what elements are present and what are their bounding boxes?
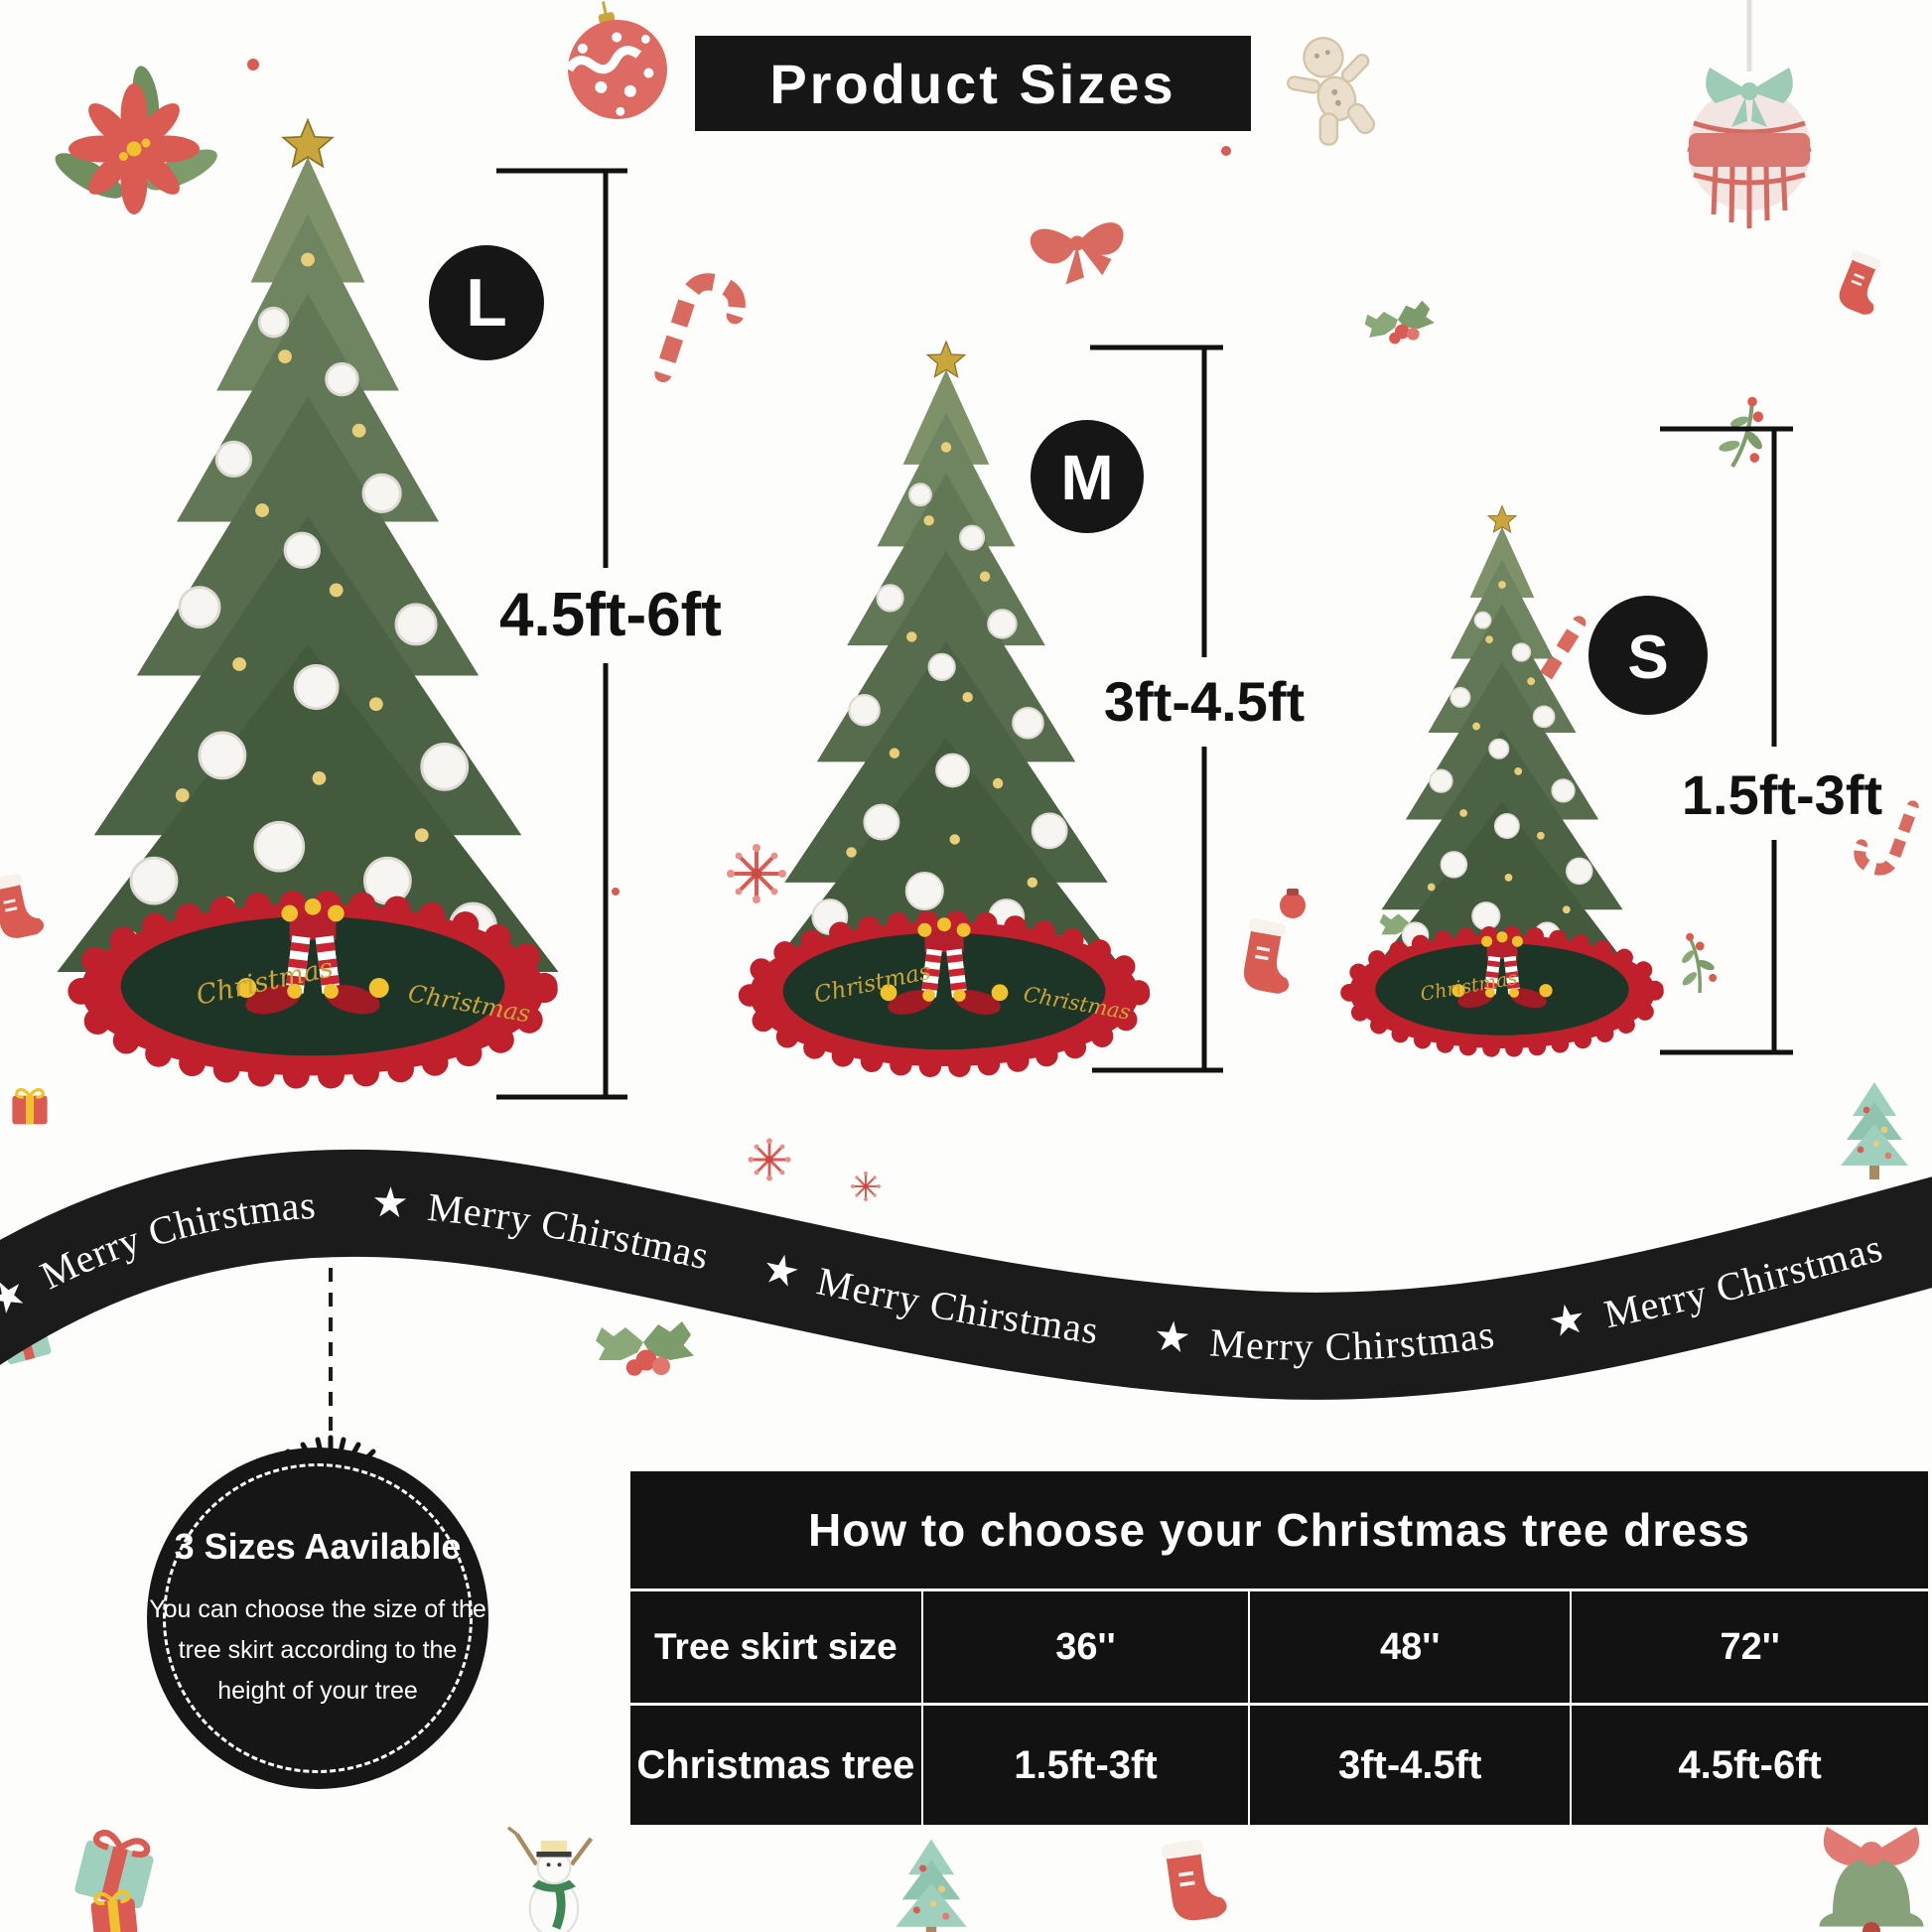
table-row-header: Christmas tree [630, 1703, 921, 1825]
snowflake-icon [746, 1136, 793, 1183]
badge-large-label: L [466, 265, 507, 341]
size-badges: L M S [429, 245, 1708, 715]
info-badge-dashed-border [163, 1463, 473, 1773]
svg-text:★: ★ [1152, 1313, 1193, 1362]
info-badge: 3 Sizes Aavilable You can choose the siz… [147, 1448, 488, 1789]
svg-text:★: ★ [370, 1180, 410, 1228]
size-table: How to choose your Christmas tree dress … [630, 1471, 1928, 1825]
badge-large-circle [429, 245, 544, 360]
table-cell: 48'' [1248, 1591, 1570, 1703]
size-table-grid: Tree skirt size 36'' 48'' 72'' Christmas… [630, 1588, 1928, 1825]
ribbon-star-icon: ★ [370, 1180, 410, 1228]
red-dot-icon [247, 59, 259, 70]
title-banner: Product Sizes [695, 36, 1251, 131]
table-cell: 36'' [920, 1591, 1248, 1703]
table-cell: 3ft-4.5ft [1248, 1703, 1571, 1825]
size-range-labels: 4.5ft-6ft 3ft-4.5ft 1.5ft-3ft [494, 576, 1887, 831]
badge-small-label: S [1627, 623, 1668, 692]
svg-text:★: ★ [1545, 1296, 1589, 1347]
range-small-label: 1.5ft-3ft [1682, 763, 1882, 826]
merry-christmas-ribbon: Merry Chirstmas Merry Chirstmas Merry Ch… [0, 1149, 1932, 1400]
gingerbread-icon [1287, 37, 1376, 146]
tree-small [1349, 504, 1655, 1048]
snowman-icon [506, 1826, 594, 1932]
ribbon-star-icon: ★ [1152, 1313, 1193, 1362]
badge-medium-circle [1031, 420, 1144, 533]
snowflake-icon [725, 842, 788, 905]
poinsettia-icon [55, 66, 217, 214]
table-cell: 1.5ft-3ft [920, 1703, 1249, 1825]
holly-icon [596, 1321, 694, 1376]
red-dot-icon [1221, 146, 1231, 156]
snowflake-icon [850, 1171, 882, 1202]
table-row-header: Tree skirt size [654, 1626, 897, 1667]
stocking-icon [0, 869, 48, 944]
page-title: Product Sizes [769, 52, 1176, 115]
bell-icon [1819, 1827, 1924, 1932]
mini-tree-icon [1841, 1082, 1908, 1179]
candy-cane-icon [663, 276, 743, 389]
stocking-icon [1236, 915, 1302, 998]
range-medium-label: 3ft-4.5ft [1104, 670, 1305, 733]
berry-sprig-icon [1714, 391, 1777, 474]
polka-ornament-icon [565, 1, 667, 119]
bow-ornament-icon [1687, 0, 1812, 228]
bauble-icon [1280, 893, 1306, 918]
gift-icon [10, 1087, 50, 1127]
ribbon-star-icon: ★ [1545, 1296, 1589, 1347]
berry-sprig-icon [1669, 927, 1723, 999]
holly-icon [1362, 299, 1438, 349]
size-table-title: How to choose your Christmas tree dress [807, 1504, 1751, 1556]
red-dot-icon [612, 888, 620, 896]
bauble-cap-icon [1287, 889, 1299, 896]
stocking-icon [1159, 1835, 1230, 1926]
red-bow-icon [1030, 222, 1124, 285]
mini-tree-icon [896, 1839, 967, 1932]
stocking-icon [1831, 247, 1893, 320]
measurement-lines [496, 168, 1793, 1100]
table-cell: 72'' [1570, 1591, 1928, 1703]
table-cell: 4.5ft-6ft [1570, 1703, 1928, 1825]
range-large-label: 4.5ft-6ft [499, 581, 722, 649]
badge-medium-label: M [1060, 442, 1113, 513]
badge-small-circle [1588, 596, 1708, 715]
